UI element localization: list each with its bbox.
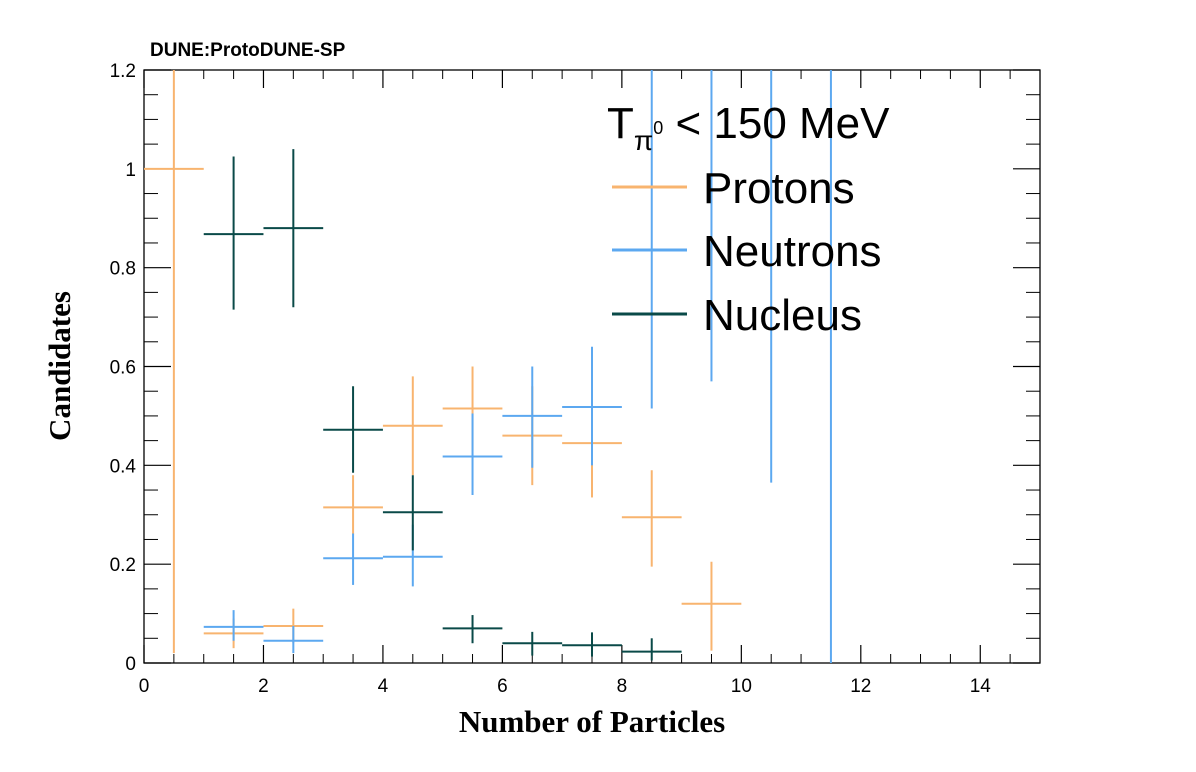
legend-label-protons: Protons	[703, 164, 855, 213]
nucleus-point	[502, 631, 563, 656]
nucleus-point	[621, 638, 682, 661]
x-axis-title: Number of Particles	[459, 704, 725, 739]
series-neutrons	[203, 70, 832, 663]
x-tick-label: 6	[497, 676, 508, 697]
legend-header: Tπ0 < 150 MeV	[607, 99, 890, 156]
nucleus-point	[263, 149, 324, 308]
neutrons-point	[203, 610, 264, 641]
x-tick-label: 4	[378, 676, 389, 697]
y-tick-label: 1	[125, 160, 136, 181]
y-tick-label: 0.2	[110, 555, 136, 576]
y-tick-label: 0	[125, 654, 136, 675]
protons-point	[621, 470, 682, 567]
x-tick-label: 0	[139, 676, 150, 697]
protons-point	[382, 376, 443, 476]
y-tick-label: 0.6	[110, 358, 136, 379]
protons-point	[323, 475, 383, 535]
y-tick-label: 1.2	[110, 61, 136, 82]
neutrons-point	[323, 533, 383, 585]
axis-ticks: 0 2 4 6 8 10 12 14 0 0.2 0.4 0.6 0.8 1 1.2	[110, 61, 1041, 697]
legend-header-superscript: 0	[653, 118, 663, 138]
neutrons-point	[502, 366, 563, 468]
neutrons-point	[562, 346, 622, 466]
experiment-banner: DUNE:ProtoDUNE-SP	[150, 40, 346, 61]
x-tick-label: 8	[617, 676, 628, 697]
nucleus-point	[442, 615, 503, 644]
y-tick-label: 0.8	[110, 259, 136, 280]
legend-header-symbol: T	[607, 99, 634, 148]
neutrons-point	[442, 413, 503, 495]
series-nucleus	[203, 149, 682, 661]
nucleus-point	[562, 632, 622, 657]
y-tick-label: 0.4	[110, 456, 137, 477]
nucleus-point	[203, 156, 264, 310]
x-tick-label: 14	[970, 676, 992, 697]
legend: Tπ0 < 150 MeV Protons Neutrons Nucleus	[607, 99, 890, 340]
x-tick-label: 10	[731, 676, 752, 697]
neutrons-point	[263, 625, 324, 654]
legend-header-subscript: π	[634, 125, 653, 156]
legend-header-text: < 150 MeV	[663, 99, 890, 148]
x-tick-label: 2	[258, 676, 269, 697]
legend-label-nucleus: Nucleus	[703, 291, 862, 340]
y-axis-title: Candidates	[42, 291, 77, 441]
nucleus-point	[323, 386, 383, 473]
protons-point	[681, 561, 742, 651]
legend-label-neutrons: Neutrons	[703, 227, 882, 276]
protons-point	[144, 70, 204, 654]
data-series	[144, 70, 832, 663]
nucleus-point	[382, 475, 443, 551]
x-tick-label: 12	[850, 676, 871, 697]
